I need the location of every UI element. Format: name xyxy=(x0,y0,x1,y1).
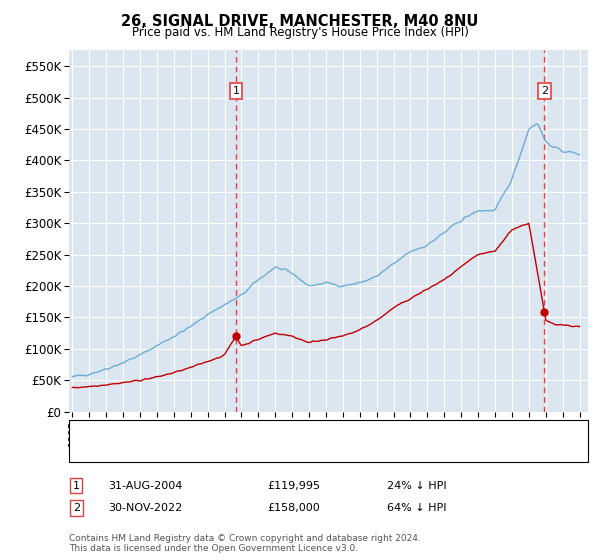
Text: 1: 1 xyxy=(73,480,80,491)
Text: 1: 1 xyxy=(232,86,239,96)
Text: £158,000: £158,000 xyxy=(267,503,320,513)
Text: Price paid vs. HM Land Registry's House Price Index (HPI): Price paid vs. HM Land Registry's House … xyxy=(131,26,469,39)
Text: 30-NOV-2022: 30-NOV-2022 xyxy=(108,503,182,513)
Text: 24% ↓ HPI: 24% ↓ HPI xyxy=(387,480,446,491)
Text: 2: 2 xyxy=(73,503,80,513)
Text: 26, SIGNAL DRIVE, MANCHESTER, M40 8NU: 26, SIGNAL DRIVE, MANCHESTER, M40 8NU xyxy=(121,14,479,29)
Text: 2: 2 xyxy=(541,86,548,96)
Text: HPI: Average price, detached house, Manchester: HPI: Average price, detached house, Manc… xyxy=(114,446,380,456)
Text: 64% ↓ HPI: 64% ↓ HPI xyxy=(387,503,446,513)
Text: 26, SIGNAL DRIVE, MANCHESTER, M40 8NU (detached house): 26, SIGNAL DRIVE, MANCHESTER, M40 8NU (d… xyxy=(114,426,452,436)
Text: £119,995: £119,995 xyxy=(267,480,320,491)
Text: 31-AUG-2004: 31-AUG-2004 xyxy=(108,480,182,491)
Text: Contains HM Land Registry data © Crown copyright and database right 2024.
This d: Contains HM Land Registry data © Crown c… xyxy=(69,534,421,553)
